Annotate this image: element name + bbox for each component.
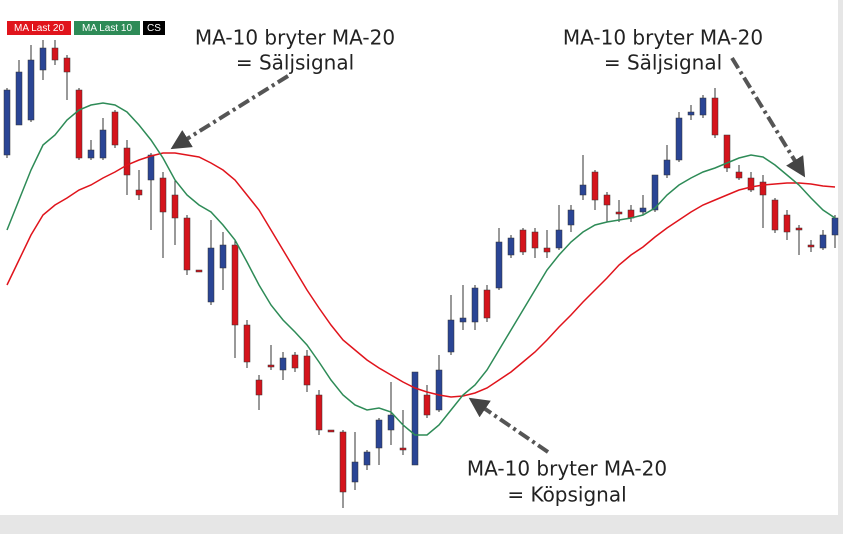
candle-body	[483, 289, 491, 319]
candle-body	[303, 355, 311, 386]
candle-body	[375, 419, 383, 449]
candle-body	[603, 194, 611, 206]
candle-body	[567, 209, 575, 226]
candle-body	[135, 189, 143, 196]
candle-body	[531, 231, 539, 249]
candle-body	[219, 244, 227, 269]
candle-body	[783, 214, 791, 233]
candle-body	[27, 59, 35, 121]
candle-body	[555, 229, 563, 249]
ma-line	[6, 152, 836, 398]
candle-body	[15, 71, 23, 126]
candle-body	[543, 247, 551, 253]
annotation: MA-10 bryter MA-20	[195, 26, 395, 50]
candle-body	[99, 129, 107, 159]
candle-body	[207, 247, 215, 303]
candle-body	[63, 57, 71, 73]
annotation: = Säljsignal	[604, 51, 722, 75]
candle-body	[795, 227, 803, 231]
candle-body	[195, 269, 203, 273]
plot-area	[0, 0, 838, 515]
candle-body	[183, 217, 191, 271]
candle-body	[591, 171, 599, 201]
annotation: = Köpsignal	[507, 483, 626, 507]
candle-body	[639, 207, 647, 213]
candle-body	[327, 429, 335, 433]
legend-label: MA Last 20	[14, 23, 64, 34]
candle-body	[435, 369, 443, 411]
candle-body	[711, 97, 719, 136]
candle-body	[735, 171, 743, 179]
candle-body	[651, 174, 659, 211]
candle-body	[759, 181, 767, 196]
candle-body	[747, 177, 755, 191]
marks	[3, 40, 839, 508]
candle-body	[723, 134, 731, 169]
candle-body	[291, 354, 299, 369]
candle-body	[279, 357, 287, 371]
candle-body	[411, 371, 419, 466]
candle-body	[75, 89, 83, 159]
candle-body	[351, 461, 359, 483]
legend-box	[7, 21, 71, 35]
candle-body	[687, 111, 695, 116]
legend-label: MA Last 10	[82, 23, 132, 34]
candle-body	[771, 199, 779, 231]
candle-body	[519, 229, 527, 253]
candle-body	[267, 364, 275, 368]
candle-body	[807, 244, 815, 248]
candle-body	[243, 324, 251, 363]
candle-body	[111, 111, 119, 146]
candle-body	[387, 414, 395, 431]
candle-body	[819, 234, 827, 249]
candle-body	[123, 147, 131, 176]
annotations: MA-10 bryter MA-20 = Säljsignal MA-10 br…	[195, 26, 763, 507]
ma-line	[6, 102, 836, 436]
candle-body	[423, 394, 431, 416]
candle-body	[171, 194, 179, 219]
legend-box	[74, 21, 140, 35]
arrow	[468, 397, 550, 454]
candle-body	[399, 447, 407, 451]
annotation: MA-10 bryter MA-20	[563, 26, 763, 50]
candle-body	[579, 184, 587, 196]
candle-body	[699, 97, 707, 116]
candle-body	[663, 159, 671, 176]
candle-body	[87, 149, 95, 159]
candle-body	[3, 89, 11, 156]
candle-body	[363, 451, 371, 466]
candle-body	[459, 317, 467, 323]
candle-body	[615, 211, 623, 215]
candle-body	[39, 47, 47, 71]
candle-body	[51, 47, 59, 61]
candle-body	[147, 154, 155, 181]
annotation: = Säljsignal	[236, 51, 354, 75]
candle-body	[831, 217, 839, 236]
legend-label: CS	[147, 23, 161, 34]
candle-body	[675, 117, 683, 161]
candle-body	[315, 394, 323, 431]
candle-body	[507, 237, 515, 256]
annotation: MA-10 bryter MA-20	[467, 457, 667, 481]
candle-body	[447, 319, 455, 353]
candle-body	[495, 241, 503, 289]
legend-box	[143, 21, 165, 35]
candle-body	[159, 177, 167, 213]
candle-body	[471, 287, 479, 323]
legend: MA Last 20 MA Last 10 CS	[7, 21, 165, 35]
candle-body	[231, 244, 239, 326]
arrows	[170, 56, 806, 454]
candle-body	[339, 431, 347, 493]
candle-body	[255, 379, 263, 396]
